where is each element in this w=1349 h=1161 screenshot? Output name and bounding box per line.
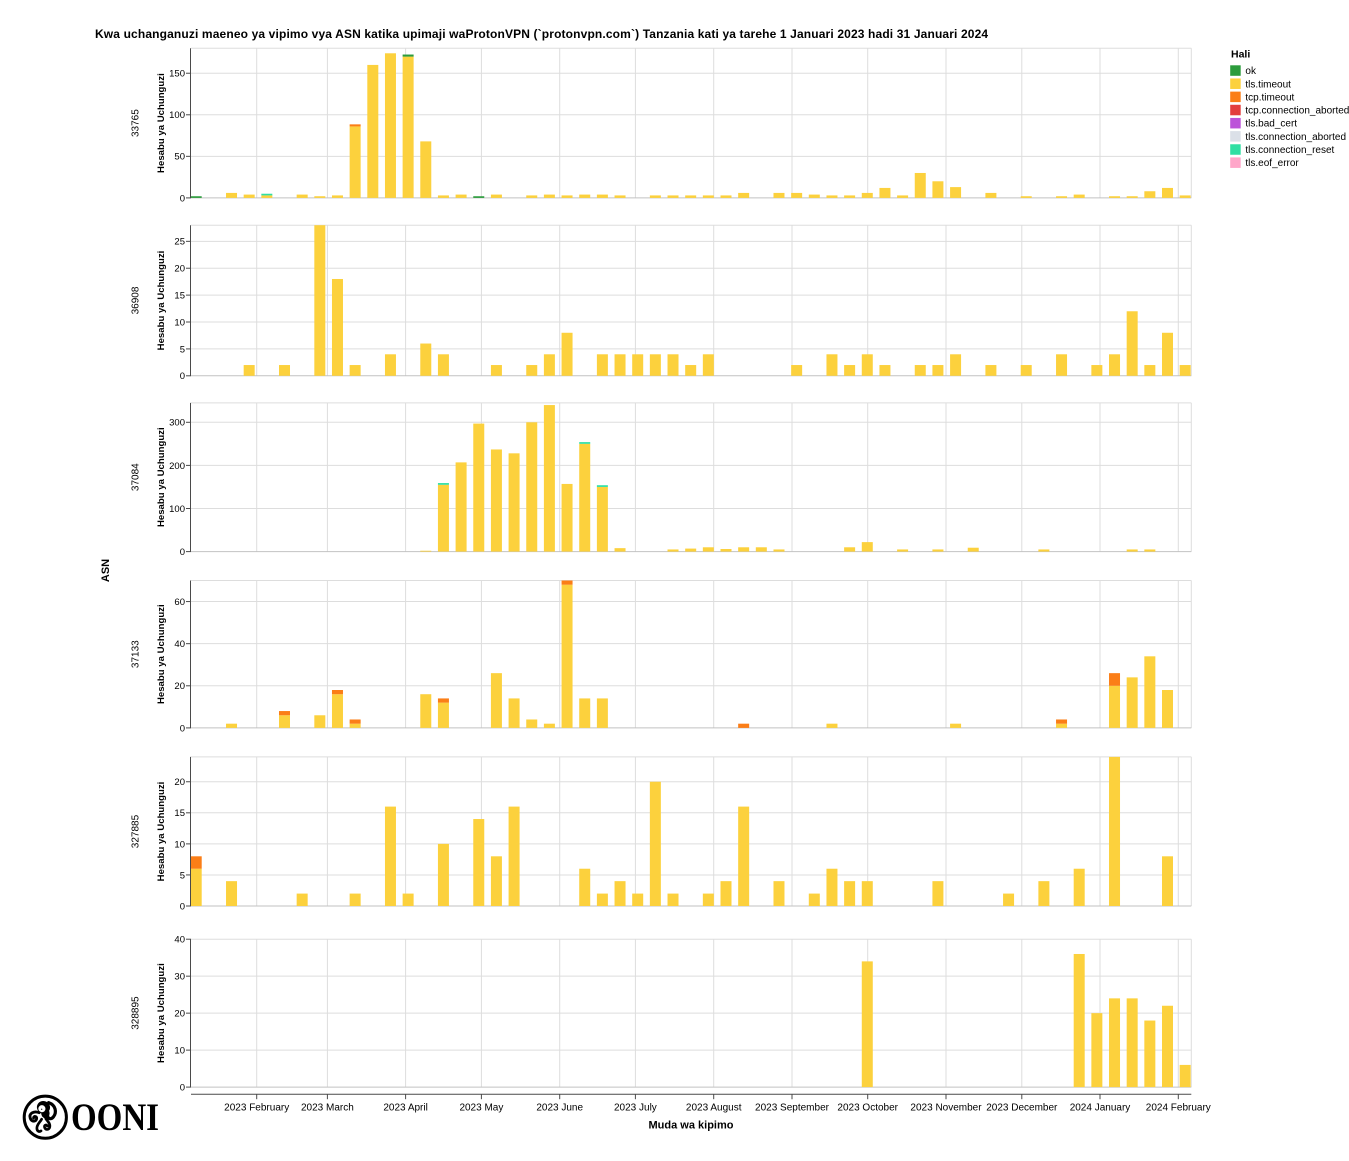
svg-text:100: 100 (169, 504, 185, 515)
svg-text:5: 5 (180, 344, 185, 355)
svg-text:33765: 33765 (130, 109, 141, 137)
svg-text:5: 5 (180, 870, 185, 881)
svg-text:2023 August: 2023 August (686, 1102, 742, 1113)
svg-text:tls.connection_aborted: tls.connection_aborted (1245, 132, 1346, 143)
svg-text:OONI: OONI (71, 1096, 159, 1139)
svg-text:2023 October: 2023 October (837, 1102, 898, 1113)
svg-text:2023 May: 2023 May (459, 1102, 503, 1113)
svg-text:tls.bad_cert: tls.bad_cert (1245, 119, 1297, 130)
svg-text:2023 November: 2023 November (910, 1102, 982, 1113)
svg-text:20: 20 (174, 264, 185, 275)
svg-text:ok: ok (1245, 66, 1257, 77)
svg-text:Kwa uchanganuzi maeneo ya vipi: Kwa uchanganuzi maeneo ya vipimo vya ASN… (95, 27, 988, 41)
svg-text:0: 0 (180, 193, 185, 204)
svg-text:Hesabu ya Uchunguzi: Hesabu ya Uchunguzi (156, 251, 167, 351)
svg-text:tls.connection_reset: tls.connection_reset (1245, 145, 1334, 156)
svg-text:40: 40 (174, 935, 185, 946)
svg-text:2023 September: 2023 September (755, 1102, 830, 1113)
svg-text:tcp.timeout: tcp.timeout (1245, 92, 1294, 103)
svg-text:tcp.connection_aborted: tcp.connection_aborted (1245, 106, 1349, 117)
svg-text:20: 20 (174, 681, 185, 692)
svg-text:Hesabu ya Uchunguzi: Hesabu ya Uchunguzi (156, 782, 167, 882)
svg-text:Hali: Hali (1231, 48, 1250, 60)
svg-text:10: 10 (174, 1046, 185, 1057)
svg-text:2023 February: 2023 February (224, 1102, 289, 1113)
svg-text:20: 20 (174, 777, 185, 788)
svg-text:10: 10 (174, 839, 185, 850)
svg-text:2023 July: 2023 July (614, 1102, 657, 1113)
svg-text:2023 June: 2023 June (536, 1102, 583, 1113)
svg-text:30: 30 (174, 972, 185, 983)
svg-text:37133: 37133 (130, 640, 141, 668)
svg-text:Hesabu ya Uchunguzi: Hesabu ya Uchunguzi (156, 604, 167, 704)
svg-text:2023 December: 2023 December (986, 1102, 1058, 1113)
svg-text:328895: 328895 (130, 996, 141, 1030)
svg-text:Hesabu ya Uchunguzi: Hesabu ya Uchunguzi (156, 963, 167, 1063)
svg-text:2023 April: 2023 April (383, 1102, 427, 1113)
svg-text:2024 February: 2024 February (1146, 1102, 1211, 1113)
svg-text:ASN: ASN (100, 559, 112, 582)
svg-text:40: 40 (174, 639, 185, 650)
svg-text:2023 March: 2023 March (301, 1102, 354, 1113)
svg-text:60: 60 (174, 597, 185, 608)
svg-text:0: 0 (180, 371, 185, 382)
svg-text:Muda wa kipimo: Muda wa kipimo (649, 1120, 734, 1132)
svg-text:0: 0 (180, 723, 185, 734)
svg-text:50: 50 (174, 152, 185, 163)
svg-text:37084: 37084 (130, 463, 141, 491)
svg-text:tls.timeout: tls.timeout (1245, 79, 1291, 90)
svg-text:200: 200 (169, 461, 185, 472)
svg-text:Hesabu ya Uchunguzi: Hesabu ya Uchunguzi (156, 427, 167, 527)
svg-text:Hesabu ya Uchunguzi: Hesabu ya Uchunguzi (156, 73, 167, 173)
svg-text:0: 0 (180, 901, 185, 912)
svg-text:100: 100 (169, 110, 185, 121)
svg-text:150: 150 (169, 69, 185, 80)
svg-text:2024 January: 2024 January (1070, 1102, 1131, 1113)
svg-text:20: 20 (174, 1009, 185, 1020)
svg-text:tls.eof_error: tls.eof_error (1245, 158, 1299, 169)
svg-text:15: 15 (174, 291, 185, 302)
svg-text:15: 15 (174, 808, 185, 819)
svg-text:25: 25 (174, 237, 185, 248)
svg-text:10: 10 (174, 317, 185, 328)
svg-text:36908: 36908 (130, 286, 141, 314)
svg-text:0: 0 (180, 547, 185, 558)
svg-text:327885: 327885 (130, 814, 141, 848)
svg-text:300: 300 (169, 418, 185, 429)
svg-text:0: 0 (180, 1083, 185, 1094)
